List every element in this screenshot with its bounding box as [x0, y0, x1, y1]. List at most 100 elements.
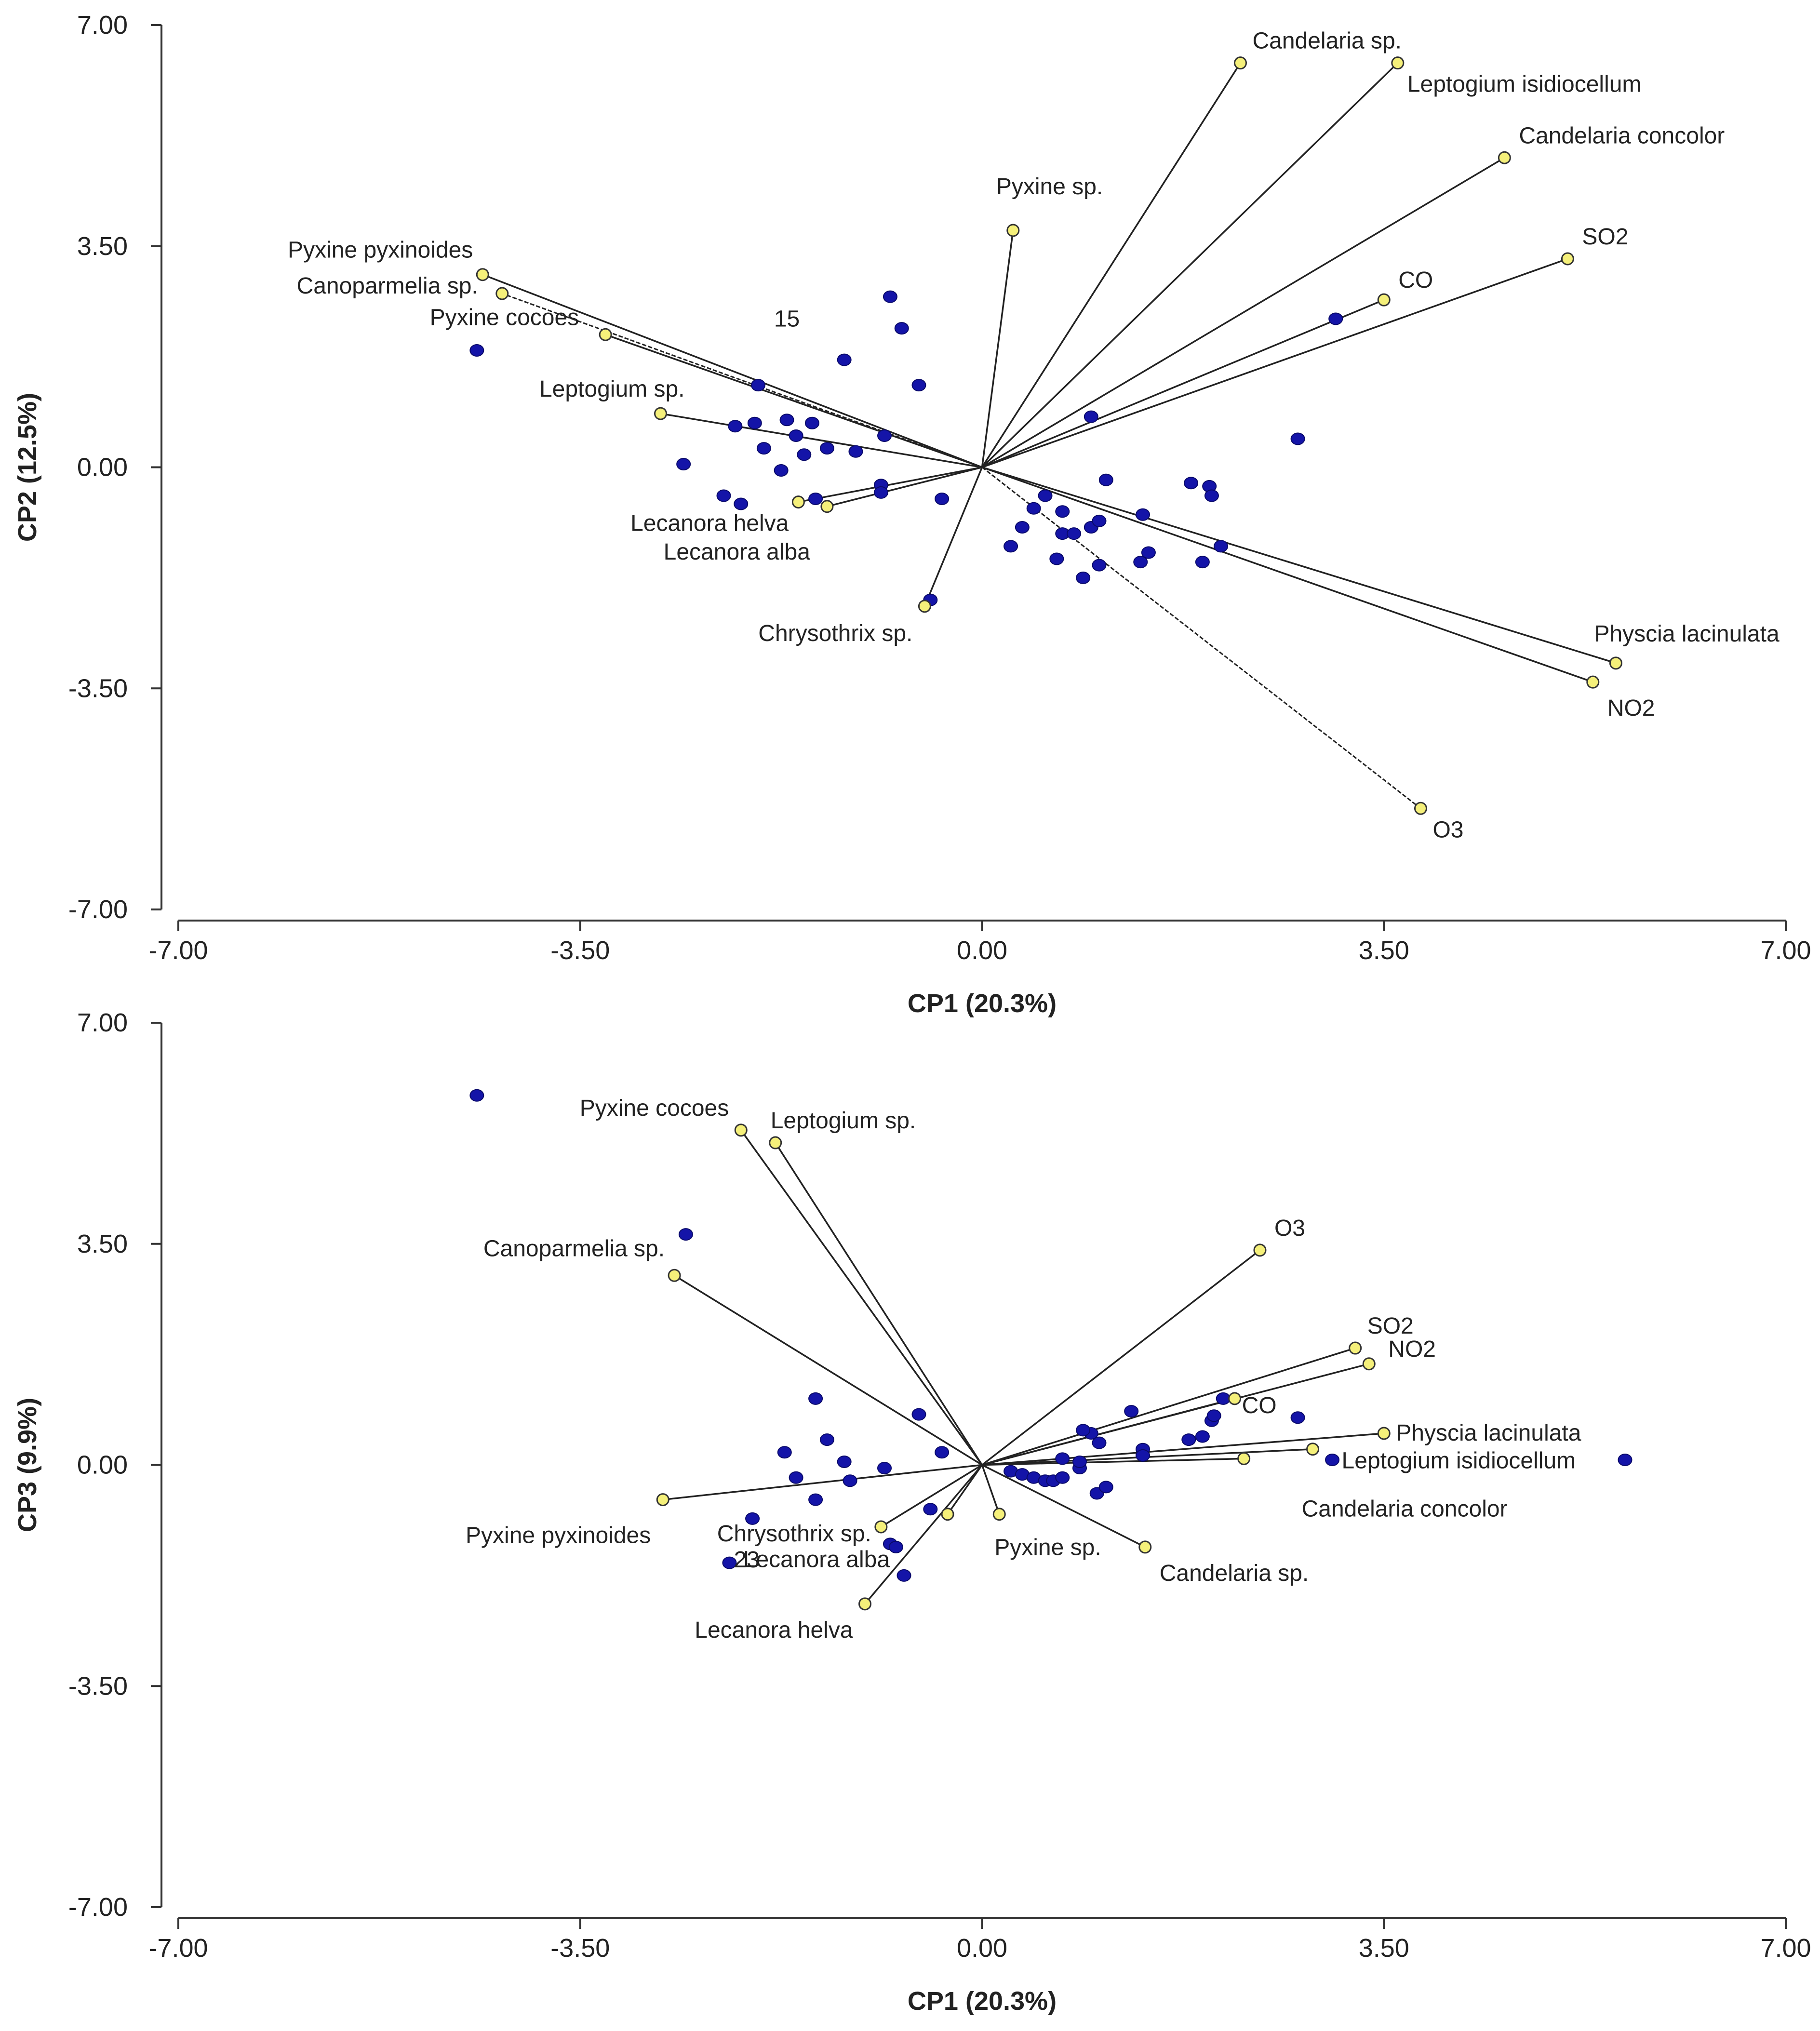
vector-tip-leptogium-isidiocellum: [1391, 56, 1405, 70]
vector-label-pyxine-sp: Pyxine sp.: [994, 1535, 1101, 1561]
vector-line-co: [981, 299, 1384, 468]
observation-point: [1213, 540, 1228, 553]
observation-point: [1055, 1471, 1070, 1484]
observation-point: [789, 429, 803, 442]
observation-point: [1136, 1449, 1150, 1462]
observation-point: [877, 1462, 892, 1475]
vector-line-candelaria-concolor: [981, 157, 1505, 468]
vector-label-candelaria-sp: Candelaria sp.: [1160, 1561, 1309, 1586]
vector-line-lecanora-alba: [827, 466, 982, 508]
vector-tip-candelaria-concolor: [1237, 1452, 1251, 1465]
vector-label-no2: NO2: [1388, 1336, 1436, 1362]
observation-point: [1141, 546, 1156, 559]
observation-point: [1076, 571, 1091, 584]
x-axis-title: CP1 (20.3%): [908, 1987, 1057, 2016]
vector-line-no2: [981, 466, 1593, 683]
vector-label-candelaria-concolor: Candelaria concolor: [1519, 123, 1725, 148]
vector-line-lecanora-helva: [798, 466, 982, 503]
vector-line-pyxine-cocoes: [605, 334, 983, 468]
vector-tip-leptogium-sp: [769, 1136, 782, 1149]
observation-point: [774, 464, 789, 477]
vector-line-lecanora-helva: [864, 1464, 983, 1604]
vector-label-co: CO: [1242, 1393, 1277, 1418]
observation-point: [1015, 521, 1030, 534]
vector-tip-canoparmelia-sp: [668, 1269, 681, 1282]
vector-label-pyxine-cocoes: Pyxine cocoes: [580, 1096, 729, 1121]
vector-line-leptogium-sp: [775, 1142, 983, 1466]
observation-point: [1049, 552, 1064, 565]
x-tick-label: 7.00: [1760, 936, 1811, 965]
observation-point: [1092, 559, 1107, 572]
vector-label-lecanora-helva: Lecanora helva: [695, 1617, 853, 1643]
vector-label-pyxine-pyxinoides: Pyxine pyxinoides: [288, 238, 473, 263]
x-tick-label: 3.50: [1359, 936, 1409, 965]
point-annotation: 15: [774, 306, 800, 332]
observation-point: [1055, 1452, 1070, 1465]
vector-tip-co: [1228, 1392, 1242, 1405]
vector-line-candelaria-concolor: [982, 1457, 1244, 1466]
vector-line-physcia-lacinulata: [982, 1432, 1384, 1466]
y-tick-label: 0.00: [77, 1451, 128, 1480]
y-tick-label: 0.00: [77, 453, 128, 482]
y-tick-label: -3.50: [68, 1671, 128, 1700]
observation-point: [1204, 489, 1219, 502]
observation-point: [1055, 505, 1070, 518]
vector-line-pyxine-cocoes: [740, 1129, 983, 1466]
vector-line-lecanora-alba: [947, 1464, 983, 1515]
x-tick-label: 0.00: [957, 1934, 1007, 1963]
vector-line-so2: [981, 1347, 1356, 1466]
observation-point: [728, 420, 743, 433]
y-axis-title: CP2 (12.5%): [13, 393, 42, 542]
vector-label-lecanora-alba: Lecanora alba: [743, 1547, 890, 1573]
vector-tip-pyxine-pyxinoides: [656, 1493, 669, 1507]
observation-point: [1195, 556, 1210, 569]
vector-tip-pyxine-cocoes: [734, 1123, 748, 1137]
vector-tip-candelaria-sp: [1138, 1540, 1152, 1554]
observation-point: [808, 493, 823, 506]
observation-point: [1092, 1436, 1107, 1449]
vector-line-leptogium-isidiocellum: [981, 62, 1399, 468]
observation-point: [1195, 1430, 1210, 1443]
observation-point: [1206, 1409, 1221, 1422]
observation-point: [1038, 489, 1053, 502]
vector-line-pyxine-sp: [981, 1464, 1000, 1515]
vector-label-o3: O3: [1432, 817, 1463, 842]
y-tick-label: 7.00: [77, 1008, 128, 1037]
vector-line-so2: [981, 258, 1568, 468]
vector-label-chrysothrix-sp: Chrysothrix sp.: [717, 1521, 871, 1547]
observation-point: [676, 457, 691, 470]
vector-label-o3: O3: [1274, 1216, 1305, 1241]
vector-label-physcia-lacinulata: Physcia lacinulata: [1594, 621, 1780, 647]
vector-label-co: CO: [1398, 267, 1433, 293]
vector-label-pyxine-pyxinoides: Pyxine pyxinoides: [466, 1523, 651, 1549]
y-tick-label: -7.00: [68, 895, 128, 924]
vector-tip-lecanora-helva: [858, 1597, 872, 1611]
observation-point: [837, 353, 852, 366]
observation-point: [1325, 1454, 1340, 1467]
vector-tip-candelaria-sp: [1233, 56, 1247, 70]
vector-label-leptogium-isidiocellum: Leptogium isidiocellum: [1407, 72, 1642, 97]
vector-label-so2: SO2: [1367, 1313, 1414, 1339]
observation-point: [873, 486, 888, 499]
observation-point: [894, 322, 909, 335]
observation-point: [745, 1512, 760, 1525]
y-tick-label: 7.00: [77, 11, 128, 40]
vector-label-so2: SO2: [1582, 224, 1628, 250]
observation-point: [1076, 1424, 1091, 1437]
vector-tip-lecanora-alba: [820, 500, 834, 513]
observation-point: [923, 1503, 938, 1516]
x-tick-label: 7.00: [1760, 1934, 1811, 1963]
vector-tip-o3: [1253, 1243, 1267, 1257]
vector-tip-chrysothrix-sp: [918, 600, 931, 613]
observation-point: [877, 429, 892, 442]
observation-point: [1004, 540, 1018, 553]
observation-point: [837, 1455, 852, 1468]
observation-point: [1133, 556, 1148, 569]
vector-tip-pyxine-sp: [992, 1508, 1006, 1521]
vector-label-lecanora-alba: Lecanora alba: [664, 539, 811, 565]
vector-tip-physcia-lacinulata: [1377, 1427, 1391, 1440]
observation-point: [843, 1474, 857, 1487]
vector-tip-o3: [1414, 802, 1427, 815]
vector-tip-lecanora-helva: [791, 495, 805, 509]
vector-label-leptogium-sp: Leptogium sp.: [771, 1108, 916, 1134]
